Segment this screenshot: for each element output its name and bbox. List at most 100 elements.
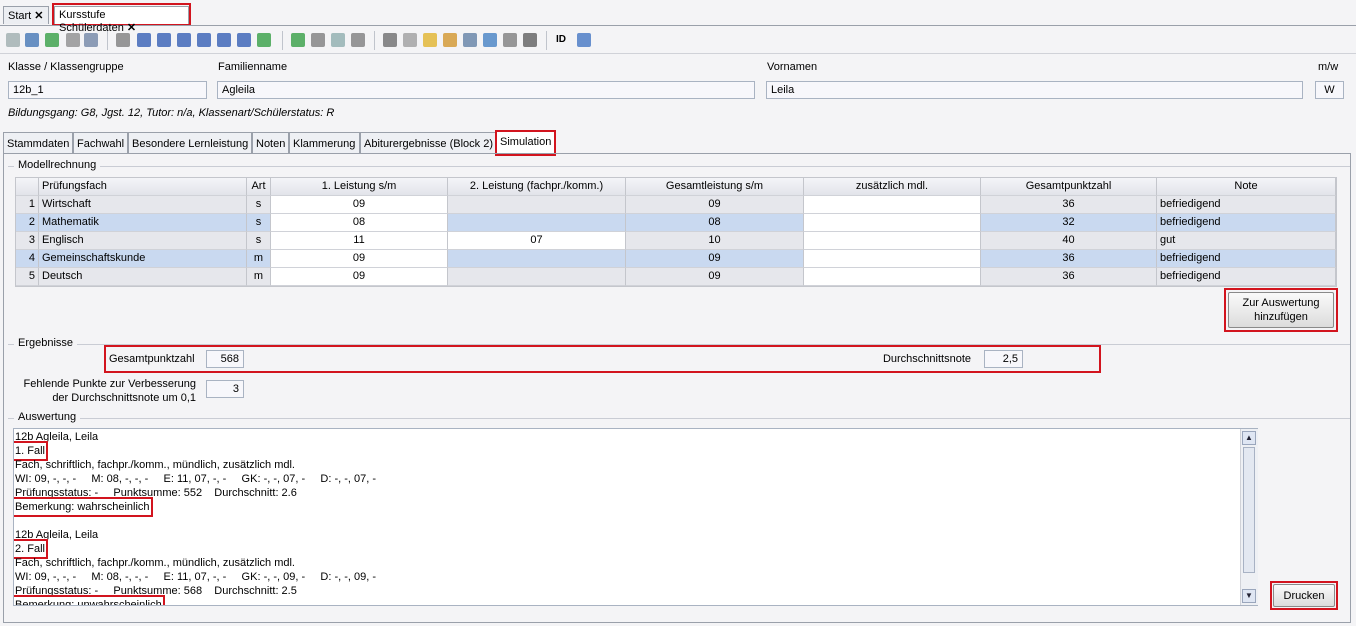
column-header[interactable] (16, 178, 39, 196)
toolbar-icon[interactable] (403, 33, 417, 47)
toolbar-icon[interactable] (383, 33, 397, 47)
toolbar-icon[interactable] (443, 33, 457, 47)
toolbar-icon[interactable] (157, 33, 171, 47)
id-button[interactable]: ID (556, 34, 566, 45)
toolbar-icon[interactable] (483, 33, 497, 47)
toolbar-icon[interactable] (217, 33, 231, 47)
text-segment: Bemerkung: wahrscheinlich (14, 497, 153, 517)
close-icon[interactable]: ✕ (126, 22, 137, 34)
toolbar-icon[interactable] (45, 33, 59, 47)
toolbar-icon[interactable] (177, 33, 191, 47)
table-cell[interactable]: 11 (271, 232, 448, 250)
table-cell[interactable] (804, 214, 981, 232)
toolbar-icon[interactable] (84, 33, 98, 47)
table-cell[interactable] (448, 214, 626, 232)
table-cell: 3 (16, 232, 39, 250)
tab-label[interactable]: Kursstufe Schülerdaten (59, 9, 124, 34)
toolbar-icon[interactable] (197, 33, 211, 47)
subtab[interactable]: Abiturergebnisse (Block 2) (360, 132, 496, 154)
highlight (1270, 581, 1338, 610)
scroll-thumb[interactable] (1243, 447, 1255, 573)
toolbar-icon[interactable] (116, 33, 130, 47)
table-cell: 09 (626, 250, 804, 268)
tab-label[interactable]: Start (8, 10, 32, 22)
text-area[interactable]: 12b Agleila, Leila 1. Fall Fach, schriftli… (13, 428, 1258, 606)
text-segment: Bemerkung: unwahrscheinlich (14, 595, 165, 605)
column-header[interactable]: zusätzlich mdl. (804, 178, 981, 196)
table-cell[interactable] (804, 268, 981, 286)
column-header[interactable]: Note (1157, 178, 1336, 196)
column-header[interactable]: Art (247, 178, 271, 196)
print-button[interactable]: Drucken (1273, 584, 1335, 607)
subtab[interactable]: Stammdaten (3, 132, 73, 154)
scroll-down[interactable]: ▼ (1242, 589, 1256, 603)
subtab[interactable]: Fachwahl (73, 132, 128, 154)
text-segment: 12b Agleila, Leila (15, 529, 99, 541)
column-header[interactable]: 2. Leistung (fachpr./komm.) (448, 178, 626, 196)
table-cell: m (247, 268, 271, 286)
text-field: 2,5 (984, 350, 1023, 368)
group-line: Auswertung (8, 411, 1350, 423)
toolbar (0, 28, 1356, 54)
table-cell[interactable] (804, 196, 981, 214)
text-segment: Fach, schriftlich, fachpr./komm., mündli… (15, 557, 295, 569)
table-cell: Englisch (39, 232, 247, 250)
text-field[interactable]: Leila (766, 81, 1303, 99)
table-cell[interactable] (804, 232, 981, 250)
subtab[interactable]: Klammerung (289, 132, 360, 154)
toolbar-icon[interactable] (577, 33, 591, 47)
group-title: Modellrechnung (14, 159, 101, 171)
scroll-up[interactable]: ▲ (1242, 431, 1256, 445)
toolbar-icon[interactable] (66, 33, 80, 47)
toolbar-icon[interactable] (25, 33, 39, 47)
subtab[interactable]: Besondere Lernleistung (128, 132, 252, 154)
table-cell[interactable] (448, 196, 626, 214)
add-button[interactable]: Zur Auswertung hinzufügen (1228, 292, 1334, 328)
text-field[interactable]: W (1315, 81, 1344, 99)
table-cell[interactable]: 09 (271, 268, 448, 286)
table-cell[interactable]: 09 (271, 250, 448, 268)
toolbar-icon[interactable] (423, 33, 437, 47)
tab[interactable]: Kursstufe Schülerdaten ✕ (54, 6, 189, 34)
table-cell[interactable]: 08 (271, 214, 448, 232)
group-line: Modellrechnung (8, 159, 1350, 171)
toolbar-icon[interactable] (257, 33, 271, 47)
toolbar-icon[interactable] (351, 33, 365, 47)
field-label: Durchschnittsnote (882, 353, 971, 365)
toolbar-icon[interactable] (6, 33, 20, 47)
column-header[interactable]: Prüfungsfach (39, 178, 247, 196)
table-cell: befriedigend (1157, 196, 1336, 214)
subtab[interactable]: Simulation (496, 130, 555, 154)
toolbar-icon[interactable] (463, 33, 477, 47)
column-header[interactable]: Gesamtleistung s/m (626, 178, 804, 196)
table-cell[interactable] (448, 250, 626, 268)
toolbar-icon[interactable] (311, 33, 325, 47)
subtab[interactable]: Noten (252, 132, 289, 154)
text-line: Prüfungsstatus: - Punktsumme: 552 Durchs… (15, 486, 297, 500)
tab[interactable]: Start ✕ (3, 6, 49, 24)
table: Prüfungsfach Art 1. Leistung s/m 2. Leistun… (15, 177, 1337, 287)
scrollbar[interactable]: ▲ ▼ (1240, 429, 1258, 605)
toolbar-icon[interactable] (331, 33, 345, 47)
table-cell[interactable] (448, 268, 626, 286)
text-field[interactable]: Agleila (217, 81, 755, 99)
close-icon[interactable]: ✕ (34, 10, 44, 22)
text-field[interactable]: 12b_1 (8, 81, 207, 99)
table-cell: s (247, 196, 271, 214)
table-cell[interactable] (804, 250, 981, 268)
text-line: 12b Agleila, Leila (15, 430, 98, 444)
column-header[interactable]: Gesamtpunktzahl (981, 178, 1157, 196)
table-cell[interactable]: 07 (448, 232, 626, 250)
toolbar-separator (546, 31, 547, 50)
toolbar-icon[interactable] (137, 33, 151, 47)
highlight (104, 345, 1101, 373)
table-cell: Deutsch (39, 268, 247, 286)
table-cell[interactable]: 09 (271, 196, 448, 214)
column-header[interactable]: 1. Leistung s/m (271, 178, 448, 196)
toolbar-icon[interactable] (503, 33, 517, 47)
group-title: Ergebnisse (14, 337, 78, 349)
table-cell: befriedigend (1157, 250, 1336, 268)
toolbar-icon[interactable] (237, 33, 251, 47)
toolbar-icon[interactable] (291, 33, 305, 47)
toolbar-icon[interactable] (523, 33, 537, 47)
